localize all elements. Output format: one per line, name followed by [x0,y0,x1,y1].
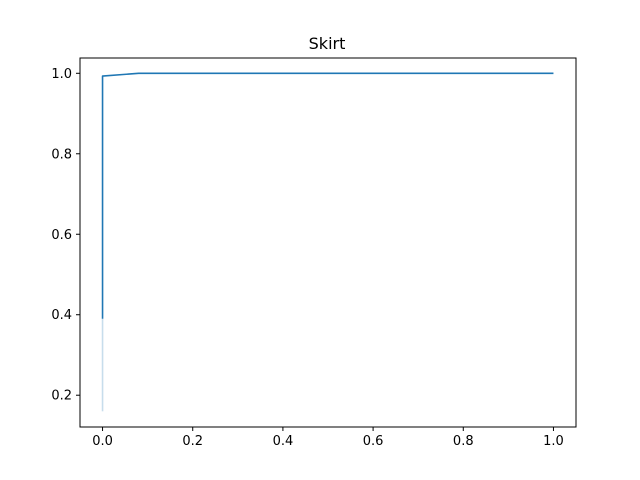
y-tick-label: 0.4 [51,308,72,323]
chart-title: Skirt [309,34,346,53]
y-tick-label: 1.0 [51,67,72,82]
y-tick-label: 0.8 [51,147,72,162]
series-line-0 [101,72,554,319]
series-layer [101,72,554,412]
x-tick-label: 0.8 [453,434,474,449]
x-tick-label: 0.6 [363,434,384,449]
x-axis: 0.0 0.2 0.4 0.6 0.8 1.0 [92,427,564,449]
y-tick-label: 0.2 [51,389,72,404]
y-axis: 0.2 0.4 0.6 0.8 1.0 [51,67,80,404]
x-tick-label: 0.2 [182,434,203,449]
y-tick-label: 0.6 [51,228,72,243]
x-tick-label: 0.4 [273,434,294,449]
x-tick-label: 1.0 [543,434,564,449]
x-tick-label: 0.0 [92,434,113,449]
plot-frame [79,57,577,428]
